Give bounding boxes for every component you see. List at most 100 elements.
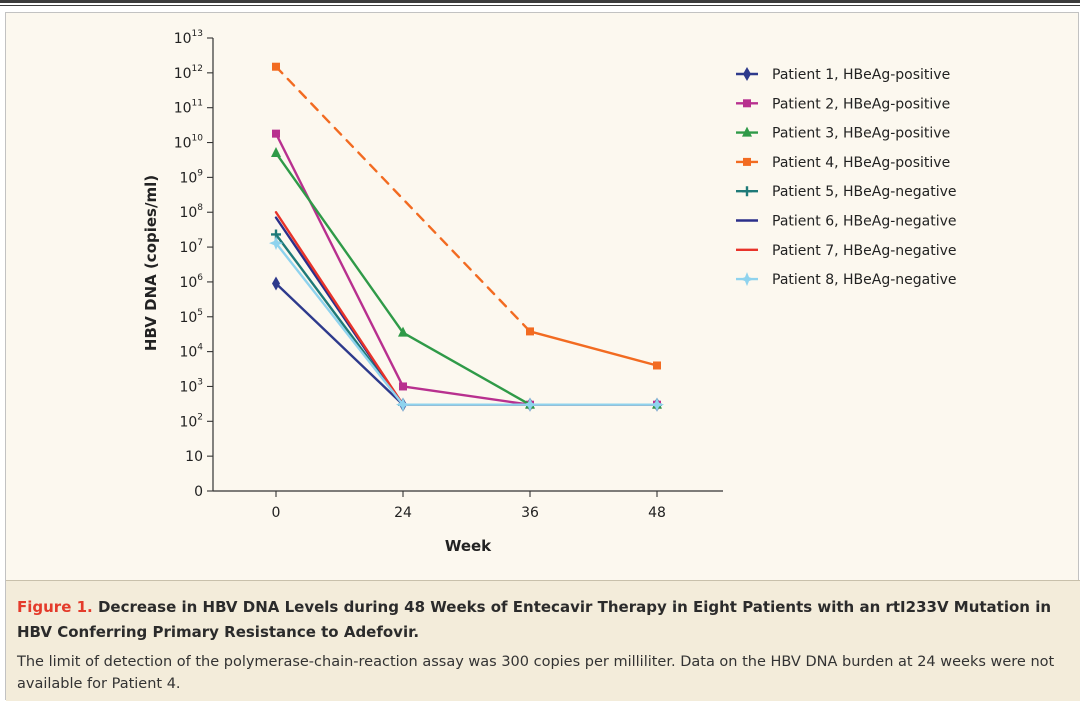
- legend-item: Patient 7, HBeAg-negative: [736, 243, 957, 259]
- square-marker: [653, 361, 661, 370]
- data-point: [272, 276, 280, 291]
- star-marker: [650, 397, 664, 412]
- top-rule-thin: [0, 5, 1080, 6]
- data-point: [272, 62, 280, 71]
- square-marker: [743, 99, 751, 108]
- y-tick-exponent: 5: [197, 308, 203, 318]
- legend-label: Patient 8, HBeAg-negative: [772, 272, 957, 288]
- y-tick-exponent: 3: [197, 377, 203, 387]
- star-marker: [740, 272, 754, 287]
- legend-item: Patient 3, HBeAg-positive: [736, 126, 950, 142]
- caption-figure-label: Figure 1.: [17, 598, 93, 616]
- data-point: [523, 397, 537, 412]
- series-7: [274, 211, 659, 406]
- y-tick-exponent: 8: [197, 203, 203, 213]
- series-5: [271, 229, 662, 410]
- series-3: [271, 147, 662, 409]
- y-tick-base: 10: [179, 379, 197, 395]
- data-point: [272, 129, 280, 138]
- legend-label: Patient 3, HBeAg-positive: [772, 126, 950, 142]
- data-point: [398, 326, 408, 337]
- data-point: [396, 397, 410, 412]
- series-line-segment: [274, 241, 405, 406]
- y-tick-exponent: 2: [197, 412, 203, 422]
- series-line-segment: [528, 330, 659, 367]
- y-tick-label: 1010: [174, 134, 204, 152]
- diamond-marker: [743, 67, 751, 81]
- x-tick-label: 0: [272, 505, 281, 521]
- legend-label: Patient 6, HBeAg-negative: [772, 214, 957, 230]
- y-tick-base: 10: [179, 275, 197, 291]
- legend-swatch-marker: [743, 157, 751, 166]
- y-tick-label: 1012: [174, 64, 203, 82]
- data-point: [269, 236, 283, 251]
- legend-label: Patient 1, HBeAg-positive: [772, 67, 950, 83]
- caption-body: The limit of detection of the polymerase…: [17, 654, 1055, 692]
- y-tick-label: 103: [179, 377, 203, 395]
- y-tick-exponent: 13: [192, 29, 203, 39]
- triangle-marker: [742, 126, 752, 137]
- series-4: [272, 62, 661, 370]
- legend-item: Patient 2, HBeAg-positive: [736, 96, 950, 112]
- y-tick-base: 10: [179, 205, 197, 221]
- y-tick-base: 10: [179, 170, 197, 186]
- y-tick-base: 10: [174, 101, 192, 117]
- legend-swatch-marker: [743, 67, 751, 81]
- square-marker: [526, 327, 534, 336]
- y-tick-base: 0: [194, 484, 203, 500]
- y-tick-label: 105: [179, 308, 203, 326]
- x-axis-title: Week: [445, 537, 492, 555]
- y-tick-base: 10: [174, 136, 192, 152]
- y-tick-base: 10: [179, 345, 197, 361]
- legend-item: Patient 8, HBeAg-negative: [736, 272, 957, 288]
- y-tick-exponent: 9: [197, 168, 203, 178]
- diamond-marker: [272, 276, 280, 291]
- series-line-segment: [401, 385, 532, 406]
- series-line-segment: [274, 132, 405, 388]
- y-tick-base: 10: [174, 31, 192, 47]
- series-8: [269, 236, 664, 412]
- series-line-segment: [274, 65, 532, 333]
- legend-label: Patient 7, HBeAg-negative: [772, 243, 957, 259]
- legend-swatch-marker: [742, 186, 752, 197]
- y-tick-base: 10: [174, 66, 192, 82]
- y-tick-label: 108: [179, 203, 203, 221]
- y-tick-label: 0: [194, 484, 203, 500]
- legend-item: Patient 4, HBeAg-positive: [736, 155, 950, 171]
- series-line-segment: [274, 211, 405, 406]
- figure-caption: Figure 1. Decrease in HBV DNA Levels dur…: [6, 580, 1080, 701]
- y-tick-label: 107: [179, 238, 203, 256]
- legend-label: Patient 5, HBeAg-negative: [772, 184, 957, 200]
- data-point: [526, 327, 534, 336]
- figure-panel: 0 10 102 103 104 105 106 107 108 109 1010 1011 1012 1…: [5, 12, 1080, 701]
- data-point: [399, 382, 407, 391]
- y-tick-label: 106: [179, 273, 203, 291]
- legend-label: Patient 2, HBeAg-positive: [772, 96, 950, 112]
- data-point: [271, 147, 281, 158]
- y-tick-label: 1013: [174, 29, 203, 47]
- hbv-dna-chart: 0101021031041051061071081091010101110121…: [142, 29, 957, 555]
- series-line-segment: [274, 282, 405, 406]
- legend-swatch-marker: [742, 126, 752, 137]
- y-tick-exponent: 11: [192, 99, 203, 109]
- y-tick-base: 10: [185, 449, 203, 465]
- legend-label: Patient 4, HBeAg-positive: [772, 155, 950, 171]
- series-line-segment: [274, 151, 405, 334]
- y-tick-exponent: 6: [197, 273, 203, 283]
- y-tick-base: 10: [179, 310, 197, 326]
- y-tick-exponent: 7: [197, 238, 203, 248]
- cross-marker: [742, 186, 752, 197]
- star-marker: [523, 397, 537, 412]
- data-point: [650, 397, 664, 412]
- top-rule: [0, 0, 1080, 3]
- legend-item: Patient 5, HBeAg-negative: [736, 184, 957, 200]
- y-tick-exponent: 10: [192, 134, 204, 144]
- x-tick-label: 36: [521, 505, 539, 521]
- square-marker: [399, 382, 407, 391]
- y-tick-label: 1011: [174, 99, 203, 117]
- square-marker: [272, 129, 280, 138]
- y-tick-exponent: 12: [192, 64, 203, 74]
- y-axis-title: HBV DNA (copies/ml): [142, 175, 160, 351]
- legend-swatch-marker: [743, 99, 751, 108]
- y-tick-label: 10: [185, 449, 203, 465]
